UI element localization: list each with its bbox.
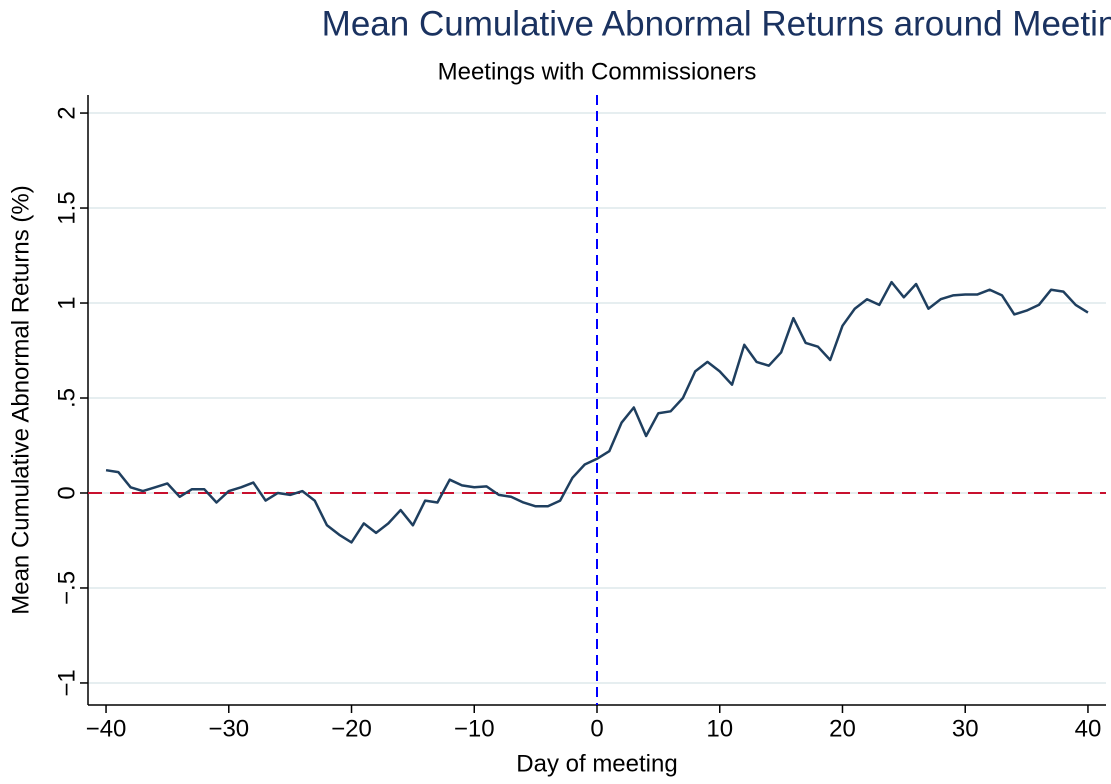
y-tick-label: 1 — [53, 296, 80, 309]
y-tick-label: 0 — [53, 486, 80, 499]
y-tick-label: 2 — [53, 106, 80, 119]
chart-title: Mean Cumulative Abnormal Returns around … — [322, 4, 1111, 43]
y-axis-title: Mean Cumulative Abnormal Returns (%) — [7, 185, 34, 615]
x-tick-label: −30 — [208, 715, 249, 742]
chart-subtitle: Meetings with Commissioners — [438, 58, 757, 85]
x-tick-label: −20 — [331, 715, 372, 742]
line-series — [105, 280, 1089, 544]
x-tick-label: 20 — [829, 715, 856, 742]
y-tick-label: 1.5 — [53, 191, 80, 224]
x-tick-label: −40 — [86, 715, 127, 742]
y-tick-label: .5 — [53, 388, 80, 408]
y-tick-label: −1 — [53, 669, 80, 696]
x-tick-label: 10 — [706, 715, 733, 742]
y-tick-label: −.5 — [53, 571, 80, 605]
x-tick-label: 30 — [952, 715, 979, 742]
x-tick-label: 40 — [1075, 715, 1102, 742]
x-tick-label: 0 — [590, 715, 603, 742]
x-tick-label: −10 — [454, 715, 495, 742]
x-axis-title: Day of meeting — [516, 750, 677, 777]
